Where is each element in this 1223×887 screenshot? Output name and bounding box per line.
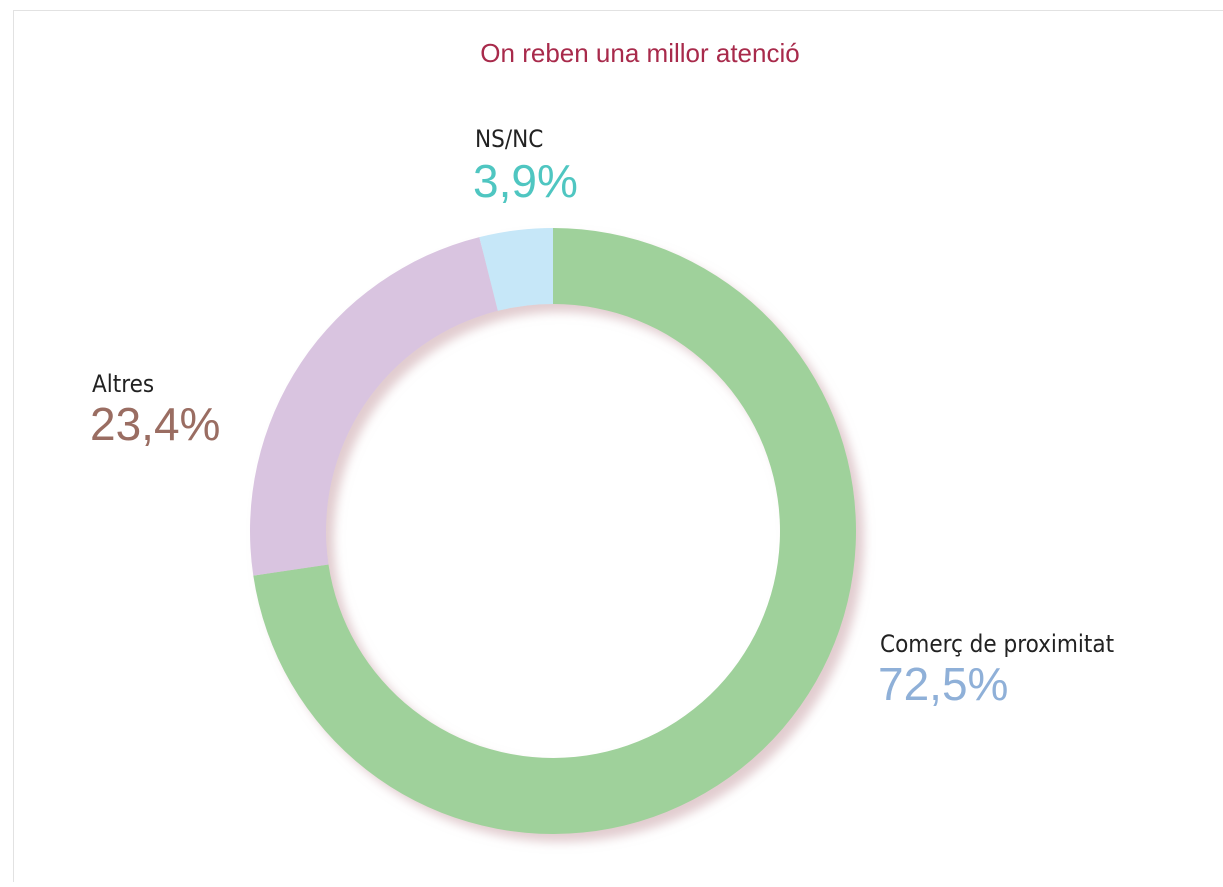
slice-value: 23,4%: [90, 398, 220, 450]
slice-value: 3,9%: [473, 155, 578, 207]
donut: [250, 228, 856, 834]
slice-name: NS/NC: [475, 125, 543, 153]
slice-name: Comerç de proximitat: [880, 630, 1114, 658]
chart-title: On reben una millor atenció: [480, 38, 799, 68]
slice-value: 72,5%: [878, 658, 1008, 710]
donut-slice: [250, 237, 498, 576]
slice-name: Altres: [92, 370, 154, 398]
